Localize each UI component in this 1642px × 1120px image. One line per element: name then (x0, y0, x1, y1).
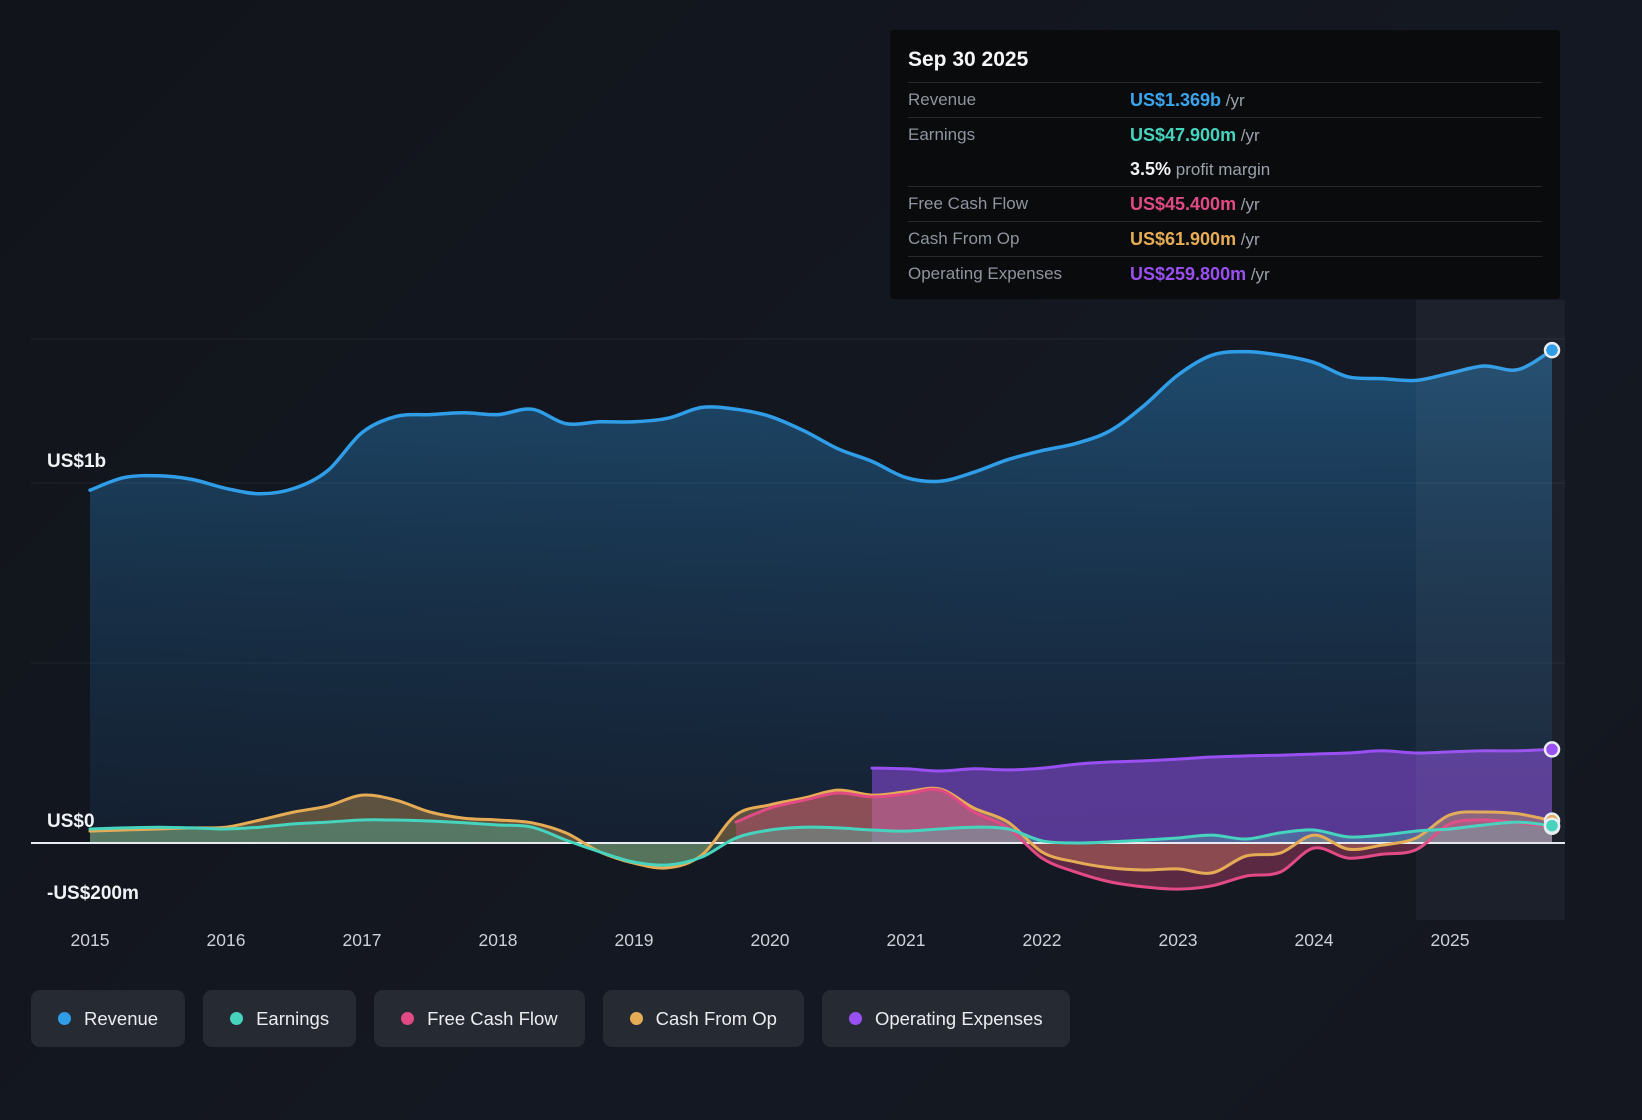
legend-item-operating-expenses[interactable]: Operating Expenses (821, 990, 1070, 1047)
tooltip-row-label: Cash From Op (908, 229, 1020, 248)
end-marker-revenue (1543, 341, 1561, 359)
highlight-band (1416, 300, 1565, 920)
y-axis-label: -US$200m (47, 883, 139, 904)
legend-dot-icon (848, 1012, 862, 1025)
tooltip-row-label: Free Cash Flow (908, 194, 1028, 213)
tooltip-rows: Revenue US$1.369b /yr Earnings US$47.900m /… (908, 82, 1542, 291)
end-marker-earnings (1543, 817, 1561, 834)
tooltip-row-label: Revenue (908, 90, 977, 109)
tooltip-row-free-cash-flow: Free Cash Flow US$45.400m /yr (908, 186, 1542, 221)
legend-item-label: Earnings (256, 1007, 330, 1029)
x-axis-label: 2022 (1023, 930, 1062, 950)
series-area-revenue (90, 350, 1552, 843)
series-line-cash-from-op (88, 786, 1554, 875)
tooltip-row-profit-margin: 3.5% profit margin (908, 152, 1542, 186)
legend-dot-icon (230, 1012, 244, 1025)
series-line-earnings (88, 818, 1554, 867)
y-axis-label: US$0 (47, 811, 95, 832)
end-marker-operating-expenses (1543, 741, 1561, 758)
legend-item-label: Free Cash Flow (427, 1007, 558, 1029)
x-axis-label: 2024 (1295, 930, 1334, 950)
tooltip-row-cash-from-op: Cash From Op US$61.900m /yr (908, 221, 1542, 256)
series-area-operating-expenses (872, 749, 1552, 843)
legend-item-label: Cash From Op (655, 1007, 777, 1029)
tooltip-row-revenue: Revenue US$1.369b /yr (908, 82, 1542, 117)
tooltip-date: Sep 30 2025 (908, 48, 1029, 71)
series-line-operating-expenses (870, 747, 1554, 773)
tooltip-row-label: Operating Expenses (908, 264, 1063, 283)
legend-item-free-cash-flow[interactable]: Free Cash Flow (374, 990, 585, 1047)
legend: Revenue Earnings Free Cash Flow Cash From O… (31, 990, 1070, 1047)
x-axis-label: 2023 (1159, 930, 1198, 950)
tooltip-row-value: 3.5% profit margin (1130, 158, 1271, 179)
legend-dot-icon (629, 1012, 643, 1025)
tooltip-panel: Sep 30 2025 Revenue US$1.369b /yr Earnings… (890, 30, 1560, 299)
tooltip-row-operating-expenses: Operating Expenses US$259.800m /yr (908, 256, 1542, 291)
series-area-cash-from-op (90, 788, 1552, 874)
tooltip-row-label: Earnings (908, 125, 976, 144)
x-axis-label: 2017 (343, 930, 382, 950)
x-axis-label: 2015 (71, 930, 110, 950)
series-area-free-cash-flow (736, 789, 1552, 890)
legend-dot-icon (58, 1012, 71, 1025)
tooltip-row-value: US$259.800m /yr (1130, 263, 1270, 284)
tooltip-row-value: US$61.900m /yr (1130, 228, 1260, 249)
series-line-free-cash-flow (734, 787, 1554, 891)
legend-dot-icon (401, 1012, 415, 1025)
legend-item-revenue[interactable]: Revenue (31, 990, 186, 1047)
chart-canvas[interactable]: US$1b US$0 -US$200m 2015 2016 2017 2018 2019 202… (0, 0, 1642, 962)
x-axis-label: 2020 (751, 930, 790, 950)
series-line-revenue (88, 348, 1554, 496)
legend-item-cash-from-op[interactable]: Cash From Op (602, 990, 804, 1047)
tooltip-row-value: US$45.400m /yr (1130, 193, 1260, 214)
x-axis-label: 2019 (615, 930, 654, 950)
x-axis-label: 2025 (1431, 930, 1470, 950)
tooltip-row-value: US$1.369b /yr (1130, 89, 1245, 110)
x-axis-label: 2016 (207, 930, 246, 950)
x-axis-label: 2018 (479, 930, 518, 950)
y-axis-label: US$1b (47, 451, 106, 472)
x-axis-label: 2021 (887, 930, 926, 950)
tooltip-row-earnings: Earnings US$47.900m /yr (908, 117, 1542, 152)
legend-item-label: Revenue (84, 1007, 159, 1029)
legend-item-earnings[interactable]: Earnings (203, 990, 357, 1047)
tooltip-row-value: US$47.900m /yr (1130, 124, 1260, 145)
legend-item-label: Operating Expenses (874, 1007, 1043, 1029)
